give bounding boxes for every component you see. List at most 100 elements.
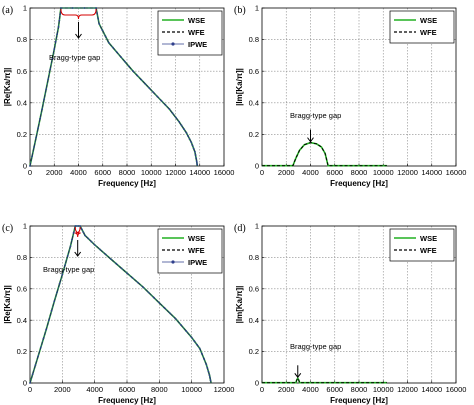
ipwe-marker <box>93 243 96 246</box>
y-tick-label: 0.4 <box>17 98 27 107</box>
ipwe-marker <box>77 225 80 227</box>
y-tick-label: 0.6 <box>249 67 259 76</box>
ipwe-marker <box>126 272 128 274</box>
ipwe-marker <box>136 74 139 77</box>
y-tick-label: 0.4 <box>17 316 27 325</box>
ipwe-marker <box>194 150 196 153</box>
ipwe-marker <box>191 144 194 147</box>
y-tick-label: 1 <box>255 4 259 13</box>
ipwe-marker <box>190 336 193 339</box>
ipwe-marker <box>142 286 145 289</box>
ipwe-marker <box>203 358 205 360</box>
x-tick-label: 8000 <box>351 168 368 177</box>
ipwe-marker <box>50 309 53 312</box>
ipwe-marker <box>33 146 35 148</box>
ipwe-marker <box>111 46 114 49</box>
ipwe-marker <box>37 127 39 129</box>
ipwe-marker <box>98 22 101 25</box>
x-axis-label: Frequency [Hz] <box>98 179 156 188</box>
ipwe-marker <box>174 317 177 320</box>
x-tick-label: 6000 <box>326 385 343 394</box>
x-tick-label: 14000 <box>189 168 210 177</box>
ipwe-marker <box>101 29 104 32</box>
x-tick-label: 10000 <box>141 168 162 177</box>
ipwe-marker <box>198 347 201 350</box>
x-tick-label: 10000 <box>373 168 394 177</box>
ipwe-marker <box>49 68 52 70</box>
ipwe-marker <box>95 7 97 9</box>
annotation-text: Bragg-type gap <box>49 53 100 62</box>
y-axis-label: |Im[Ka/π]| <box>235 286 244 324</box>
panel-c: 0 2000 4000 6000 8000 10000 12000 0 0.2 0.4 0.6 0.8… <box>3 222 234 405</box>
y-tick-label: 0.6 <box>249 284 259 293</box>
ipwe-marker <box>160 99 163 102</box>
ipwe-marker <box>193 340 196 343</box>
x-tick-label: 6000 <box>326 168 343 177</box>
ipwe-marker <box>163 307 166 310</box>
x-tick-label: 2000 <box>54 385 71 394</box>
y-tick-label: 0 <box>23 379 27 388</box>
ipwe-marker <box>39 117 42 120</box>
ipwe-marker <box>205 363 208 366</box>
ipwe-marker <box>99 248 101 251</box>
ipwe-marker <box>109 258 112 260</box>
x-tick-label: 10000 <box>181 385 202 394</box>
x-axis-label: Frequency [Hz] <box>330 396 388 405</box>
ipwe-marker <box>175 116 177 119</box>
ipwe-marker <box>59 13 62 16</box>
legend: WSE WFE <box>389 228 455 262</box>
ipwe-marker <box>131 276 134 279</box>
ipwe-marker <box>39 346 42 349</box>
ipwe-marker <box>192 147 195 150</box>
ipwe-marker <box>104 35 107 38</box>
ipwe-marker <box>54 40 57 43</box>
ipwe-marker <box>53 300 56 303</box>
ipwe-marker <box>56 291 58 294</box>
ipwe-marker <box>47 78 50 80</box>
annotation-arrow-head <box>307 137 314 143</box>
ipwe-marker <box>51 58 54 60</box>
ipwe-marker <box>84 234 86 237</box>
ipwe-marker <box>209 376 211 379</box>
ipwe-marker <box>153 296 155 299</box>
ipwe-marker <box>188 138 191 141</box>
ipwe-marker <box>43 98 46 101</box>
x-tick-label: 6000 <box>119 385 136 394</box>
x-tick-label: 16000 <box>446 385 467 394</box>
ipwe-marker <box>209 379 212 382</box>
x-tick-label: 2000 <box>278 168 295 177</box>
gap-bracket <box>60 8 97 20</box>
ipwe-marker <box>156 95 159 98</box>
x-tick-label: 2000 <box>278 385 295 394</box>
ipwe-marker <box>183 128 185 131</box>
ipwe-marker <box>140 78 143 81</box>
ipwe-marker <box>57 26 60 28</box>
legend-label: WFE <box>420 28 437 37</box>
ipwe-marker <box>69 245 72 248</box>
ipwe-marker <box>64 264 66 267</box>
legend-label: IPWE <box>188 40 207 49</box>
legend-label: WSE <box>420 234 437 243</box>
ipwe-marker <box>45 88 48 91</box>
ipwe-marker <box>158 302 161 304</box>
x-tick-label: 16000 <box>446 168 467 177</box>
ipwe-marker <box>34 364 37 367</box>
ipwe-marker <box>195 157 198 160</box>
x-tick-label: 14000 <box>421 168 442 177</box>
legend: WSE WFE <box>389 10 455 44</box>
ipwe-marker <box>206 366 209 369</box>
ipwe-marker <box>128 65 130 68</box>
legend-box <box>389 10 455 44</box>
gap-bracket <box>74 226 81 238</box>
x-tick-label: 4000 <box>86 385 103 394</box>
ipwe-marker <box>82 231 85 234</box>
x-tick-label: 16000 <box>214 168 235 177</box>
ipwe-marker <box>75 225 78 227</box>
ipwe-marker <box>179 324 182 326</box>
y-tick-label: 1 <box>23 4 27 13</box>
ipwe-marker <box>201 352 203 355</box>
ipwe-marker <box>72 231 75 234</box>
y-tick-label: 1 <box>255 222 259 231</box>
ipwe-marker <box>115 51 118 54</box>
x-tick-label: 12000 <box>165 168 186 177</box>
